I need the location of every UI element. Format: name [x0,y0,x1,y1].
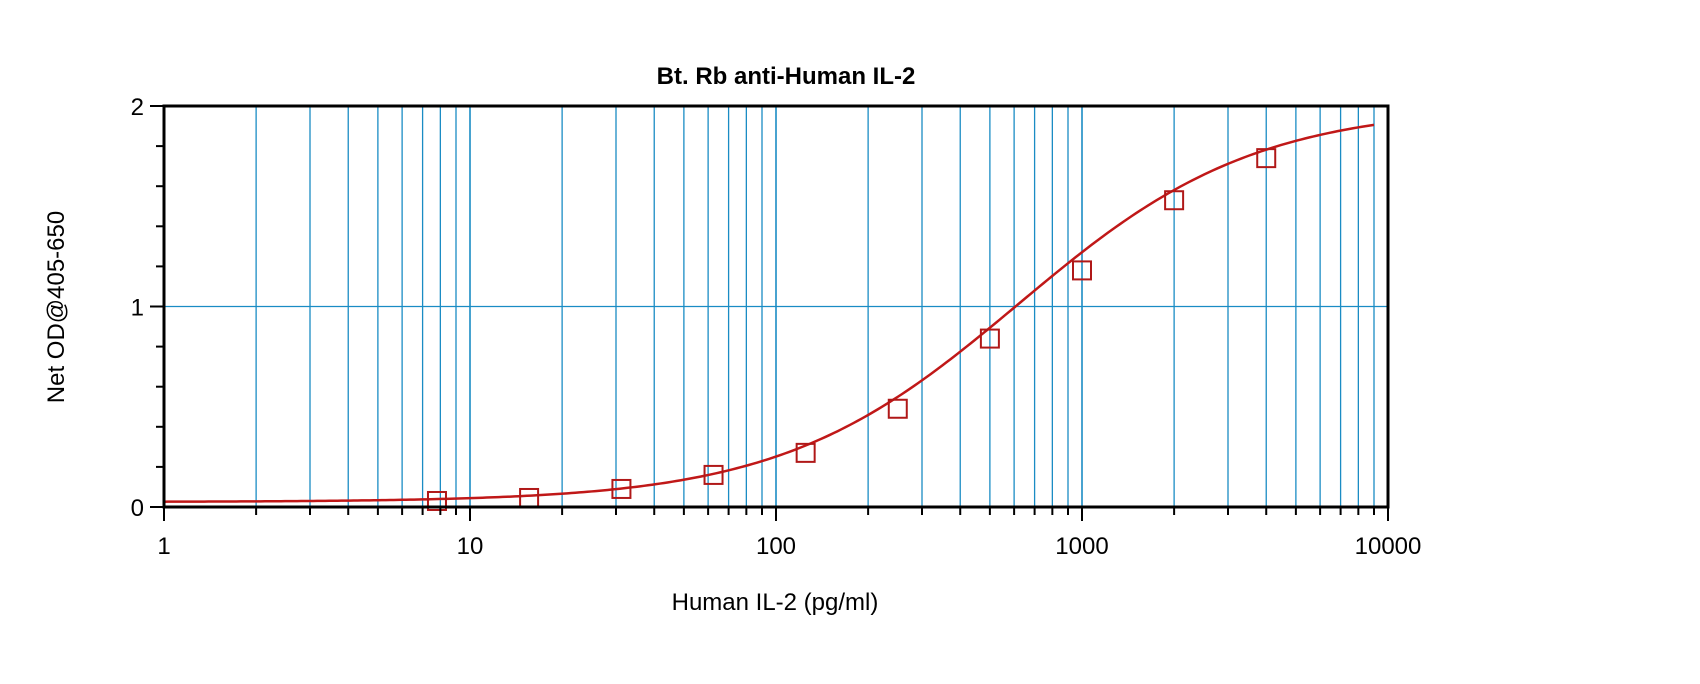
data-point [795,442,816,463]
data-point [426,490,447,511]
data-point [887,398,908,419]
x-axis-ticks [163,507,1389,521]
x-tick-label: 100 [756,533,796,560]
data-point [1072,260,1092,281]
chart-title: Bt. Rb anti-Human IL-2 [657,63,916,90]
grid [164,106,1388,507]
x-tick-label: 1 [157,533,170,560]
y-tick-label: 1 [131,295,144,322]
y-axis-ticks [150,105,164,508]
data-points [426,148,1277,511]
x-axis-tick-labels: 1 10 100 1000 10000 [157,533,1421,560]
data-point [1256,148,1277,169]
x-tick-label: 10000 [1355,533,1422,560]
y-tick-label: 0 [131,495,144,522]
y-axis-label: Net OD@405-650 [43,211,70,403]
x-tick-label: 10 [457,533,484,560]
x-axis-label: Human IL-2 (pg/ml) [672,589,879,616]
data-point [611,478,632,499]
data-point [979,328,1000,349]
data-point [703,464,724,485]
y-tick-label: 2 [131,94,144,121]
data-point [1164,190,1185,211]
y-axis-tick-labels: 0 1 2 [131,94,144,522]
x-tick-label: 1000 [1055,533,1108,560]
